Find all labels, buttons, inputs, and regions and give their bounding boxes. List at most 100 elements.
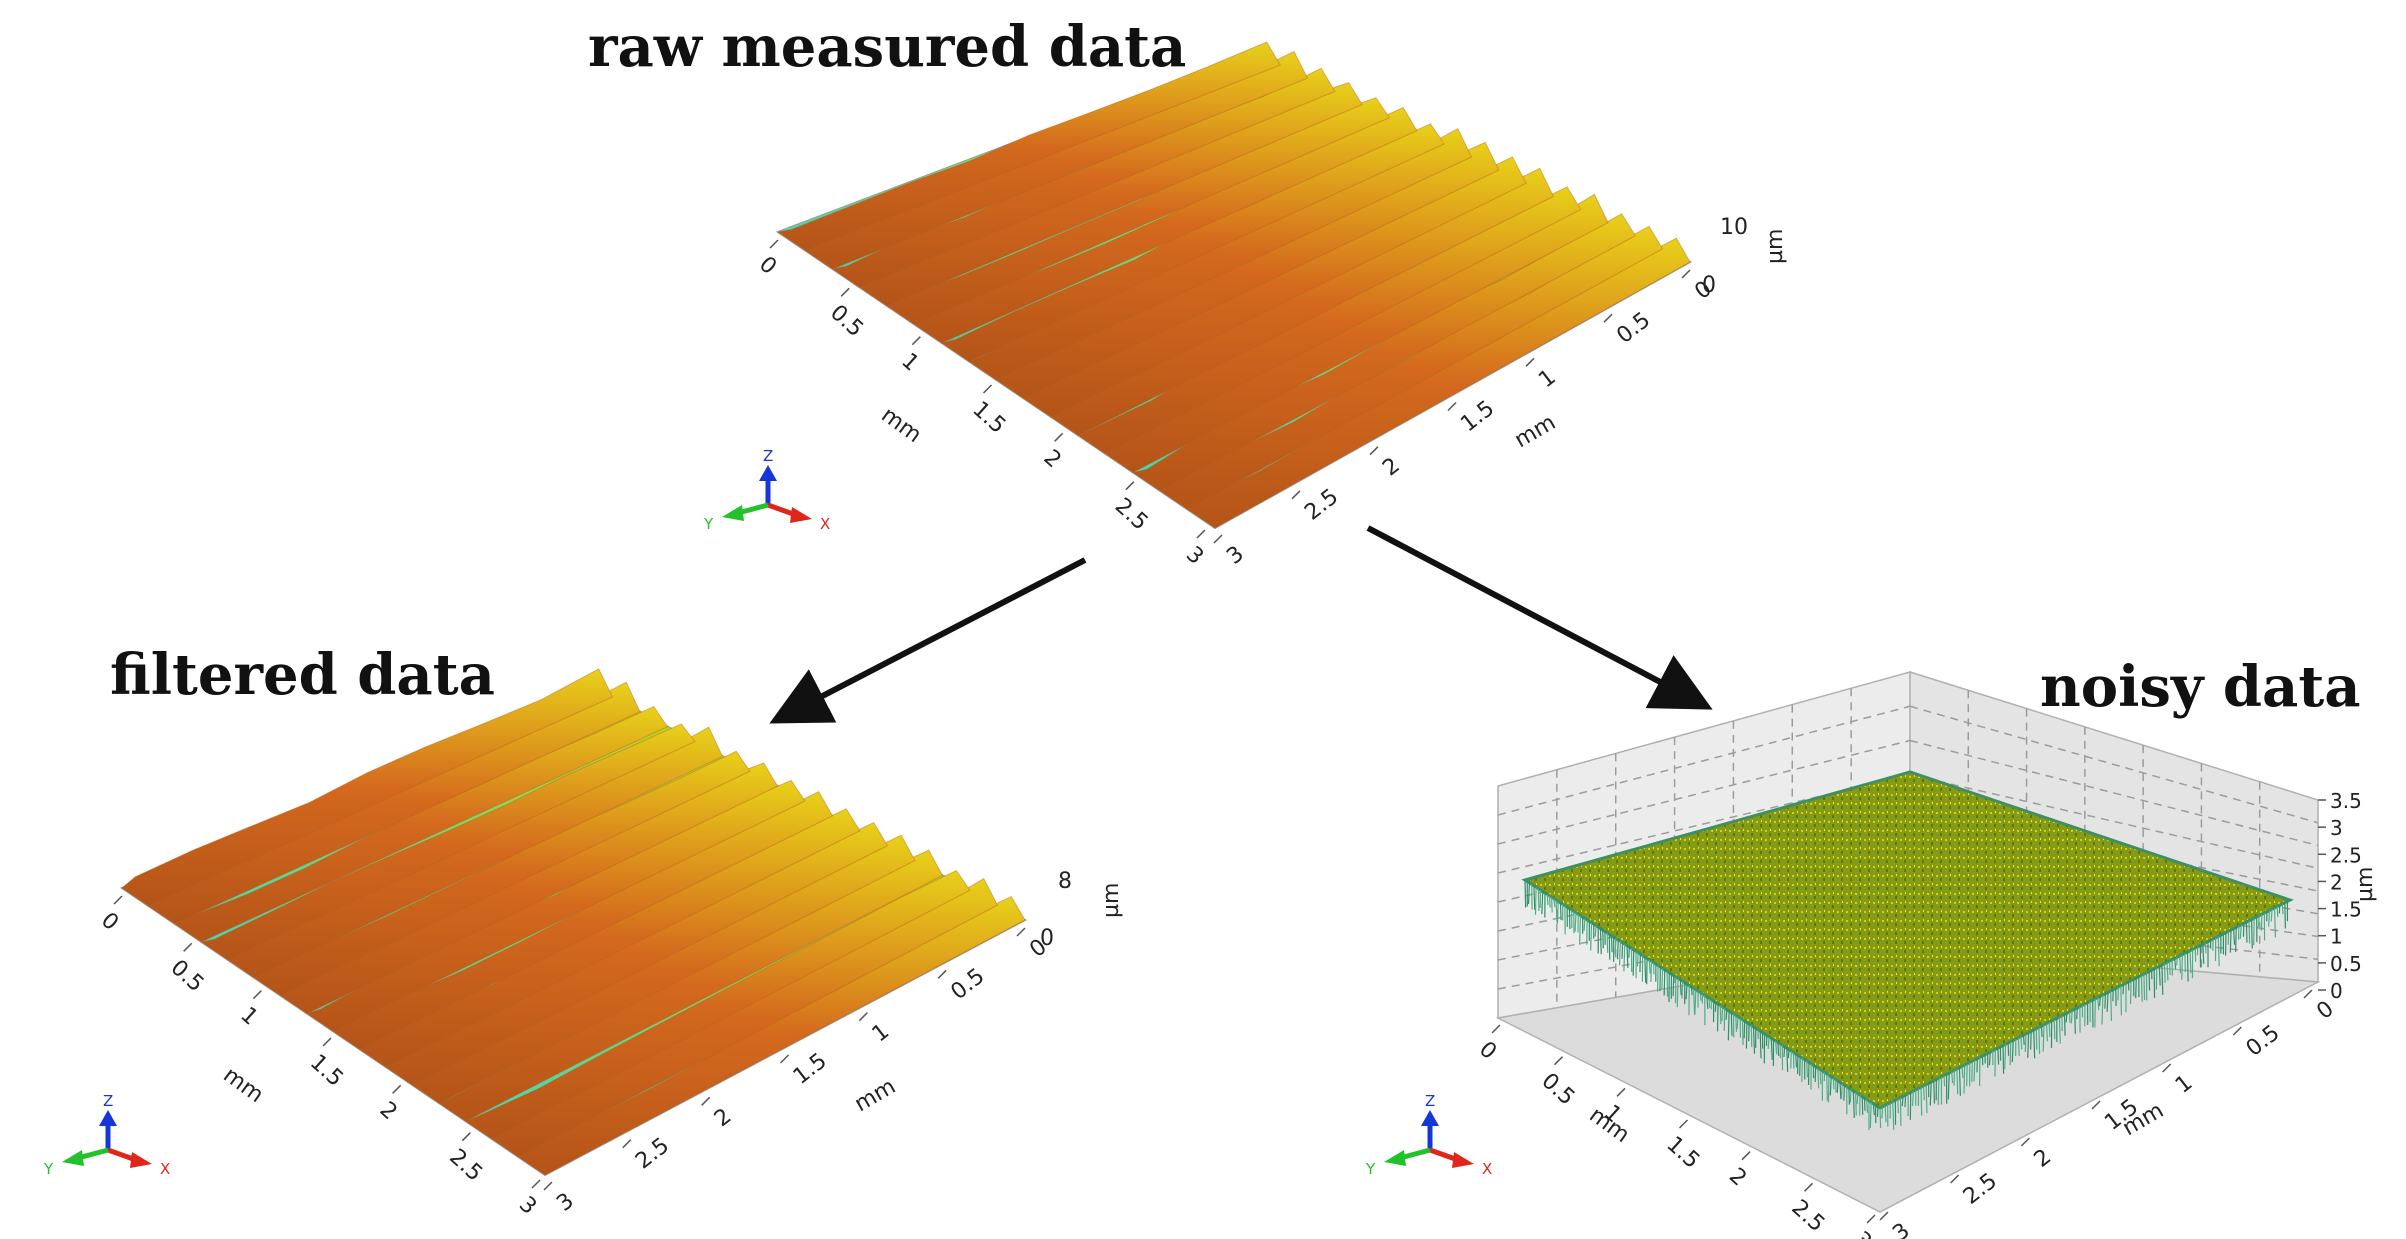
raw-data-title: raw measured data — [588, 14, 1186, 80]
noisy-spike — [1963, 1065, 1966, 1094]
noisy-spike — [1699, 992, 1702, 1001]
noisy-spike — [1694, 989, 1697, 1016]
noisy-x-tick-mark-3 — [1678, 1119, 1689, 1129]
noisy-spike — [2011, 1040, 2014, 1063]
noisy-spike — [1840, 1083, 1843, 1099]
noisy-spike — [2009, 1041, 2012, 1066]
raw-y-tick-4: 1 — [1534, 365, 1560, 393]
arrow-to-noisy — [1366, 525, 1713, 710]
noisy-spike — [1546, 894, 1549, 905]
noisy-spike — [2257, 915, 2260, 927]
noisy-spike — [1866, 1099, 1869, 1113]
noisy-spike — [1706, 996, 1709, 1009]
noisy-spike — [1676, 978, 1679, 1008]
noisy-spike — [1849, 1089, 1852, 1103]
noisy-z-tick-4: 2 — [2330, 870, 2343, 894]
noisy-z-tick-1: 0.5 — [2330, 952, 2362, 976]
noisy-x-tick-mark-0 — [1491, 1024, 1501, 1034]
noisy-spike — [1777, 1042, 1780, 1056]
filtered-y-tick-mark-5 — [937, 969, 947, 979]
noisy-y-tick-mark-1 — [1950, 1174, 1960, 1184]
noisy-y-tick-mark-2 — [2020, 1137, 2030, 1147]
noisy-spike — [1826, 1073, 1828, 1101]
noisy-spike — [1693, 988, 1696, 1014]
noisy-spike — [1911, 1091, 1914, 1107]
noisy-grid-line — [1909, 876, 2319, 938]
noisy-spike — [1829, 1076, 1832, 1096]
noisy-x-tick-6: 3 — [1849, 1227, 1876, 1239]
axis-triad-raw: Z X Y — [703, 447, 830, 533]
noisy-x-tick-mark-1 — [1553, 1056, 1564, 1066]
filtered-x-tick-2: 1 — [235, 1003, 262, 1031]
triad-y-arrowhead — [722, 505, 744, 521]
triad-x-arrowhead — [130, 1152, 152, 1168]
raw-surface-plot: 00.511.522.53 32.521.510.50 mm mm 10 0 µ… — [754, 41, 1788, 570]
noisy-spike — [1533, 885, 1536, 911]
noisy-spike — [2176, 957, 2178, 966]
noisy-surface — [1521, 770, 2294, 1110]
noisy-spike — [1679, 979, 1682, 996]
noisy-spike — [2040, 1026, 2043, 1037]
filtered-y-tick-1: 2.5 — [631, 1133, 674, 1174]
filtered-y-tick-mark-1 — [622, 1139, 632, 1149]
noisy-spike — [1556, 901, 1559, 924]
filtered-x-tick-1: 0.5 — [166, 955, 209, 997]
noisy-spike — [1606, 932, 1609, 953]
noisy-spike — [1961, 1066, 1964, 1079]
noisy-spike — [2194, 948, 2197, 962]
noisy-spike — [1881, 1106, 1884, 1119]
raw-z-unit-label: µm — [1763, 229, 1788, 264]
filtered-x-tick-mark-5 — [461, 1132, 471, 1142]
noisy-z-tick-0: 0 — [2330, 979, 2343, 1003]
noisy-spike — [1735, 1015, 1738, 1032]
noisy-spike — [1551, 897, 1553, 913]
noisy-spike — [2270, 909, 2273, 922]
noisy-spike — [2097, 997, 2100, 1011]
filtered-x-tick-mark-2 — [252, 990, 262, 1000]
noisy-spike — [1892, 1101, 1895, 1130]
noisy-spike — [1767, 1036, 1770, 1049]
noisy-spike — [1795, 1053, 1798, 1068]
raw-x-tick-6: 3 — [1181, 542, 1208, 570]
noisy-spike — [1574, 912, 1577, 932]
noisy-spike — [2058, 1016, 2061, 1044]
triad-z-label: Z — [103, 1092, 113, 1110]
axis-triad-noisy: Z X Y — [1365, 1092, 1492, 1178]
raw-x-tick-mark-5 — [1125, 481, 1135, 491]
noisy-grid-line — [1909, 739, 2319, 847]
noisy-x-unit-label: mm — [1584, 1103, 1633, 1148]
noisy-spike — [1937, 1078, 1940, 1105]
noisy-y-tick-0: 3 — [1888, 1218, 1914, 1239]
triad-z-arrowhead — [759, 465, 777, 481]
noisy-grid-line — [1909, 705, 2319, 824]
noisy-spike — [1681, 981, 1684, 999]
raw-x-tick-2: 1 — [896, 349, 923, 377]
raw-y-tick-0: 3 — [1222, 541, 1248, 569]
filtered-z-unit-label: µm — [1099, 883, 1124, 918]
noisy-spike — [2233, 928, 2236, 945]
raw-x-tick-3: 1.5 — [967, 397, 1010, 439]
triad-y-axis — [737, 502, 769, 516]
noisy-x-tick-5: 2.5 — [1786, 1195, 1829, 1237]
noisy-spike — [2076, 1007, 2078, 1020]
noisy-spike — [2033, 1029, 2036, 1059]
noisy-spike — [1872, 1103, 1875, 1116]
noisy-spike — [1621, 942, 1624, 959]
noisy-spike — [2239, 924, 2242, 939]
filtered-y-tick-mark-6 — [1016, 927, 1026, 937]
noisy-spike — [1527, 882, 1531, 904]
noisy-spike — [1656, 965, 1659, 992]
noisy-spike — [2030, 1031, 2032, 1050]
noisy-spike — [1583, 918, 1586, 931]
raw-y-tick-mark-6 — [1681, 269, 1691, 279]
noisy-spike — [2104, 993, 2107, 1009]
noisy-grid-line — [1497, 739, 1911, 845]
raw-y-tick-mark-0 — [1213, 534, 1223, 544]
triad-y-axis — [77, 1147, 109, 1161]
noisy-spike — [1933, 1080, 1936, 1104]
noisy-spike — [1719, 1005, 1722, 1024]
noisy-spike — [1541, 891, 1544, 915]
noisy-spike — [1578, 915, 1582, 945]
noisy-spike — [1956, 1068, 1959, 1095]
filtered-data-title: filtered data — [110, 642, 495, 708]
